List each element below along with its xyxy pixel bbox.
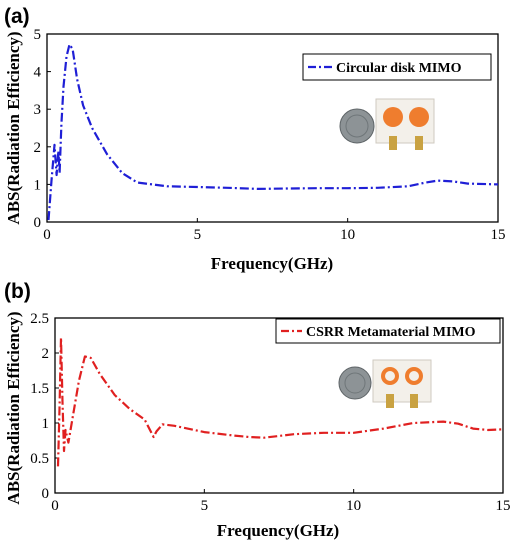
panel-label-a: (a): [4, 5, 30, 28]
panel-b: (b) 0 5 10 15 0 0.5 1 1.5 2 2.5 Frequency(GHz) AB…: [4, 280, 511, 540]
plot-frame-b: [54, 317, 504, 494]
ticks-a: 0 5 10 15 0 1 2 3 4 5: [34, 27, 506, 243]
plot-frame-a: [46, 33, 499, 223]
legend-box-a: [302, 53, 492, 81]
legend-label-a: Circular disk MIMO: [336, 61, 462, 76]
y-tick-label-b: 1: [42, 416, 50, 432]
y-tick-label-b: 2.5: [30, 311, 49, 327]
y-tick-label-b: 0.5: [30, 451, 49, 467]
y-tick-label-b: 1.5: [30, 381, 49, 397]
y-tick-label-b: 2: [42, 346, 50, 362]
series-b: [56, 336, 504, 467]
legend-box-b: [275, 318, 501, 344]
disk-patch-icon: [383, 107, 403, 127]
panel-label-b: (b): [4, 280, 31, 303]
legend-a: Circular disk MIMO: [302, 53, 492, 81]
x-tick-label-a: 10: [340, 227, 355, 243]
y-axis-label-a: ABS(Radiation Efficiency): [4, 31, 23, 224]
sma-connector-icon: [410, 394, 418, 408]
series-line-b-0: [56, 336, 504, 467]
x-tick-label-b: 15: [496, 498, 511, 514]
antenna-board-b: [372, 359, 432, 403]
x-tick-label-a: 0: [43, 227, 51, 243]
ticks-b: 0 5 10 15 0 0.5 1 1.5 2 2.5: [30, 311, 510, 514]
coin-icon: [339, 108, 375, 144]
x-axis-label-b: Frequency(GHz): [217, 521, 339, 540]
antenna-photo-a: [339, 98, 435, 150]
x-tick-label-b: 5: [201, 498, 209, 514]
y-axis-label-b: ABS(Radiation Efficiency): [4, 311, 23, 504]
disk-patch-icon: [409, 107, 429, 127]
x-tick-label-a: 5: [194, 227, 202, 243]
legend-b: CSRR Metamaterial MIMO: [275, 318, 501, 344]
panel-a: (a) 0 5 10 15 0 1 2 3 4 5 Frequency(GHz) ABS(Radi…: [4, 5, 506, 273]
sma-connector-icon: [415, 136, 423, 150]
x-tick-label-a: 15: [491, 227, 506, 243]
x-axis-label-a: Frequency(GHz): [211, 254, 333, 273]
y-tick-label-b: 0: [42, 486, 50, 502]
y-tick-label-a: 5: [34, 27, 42, 43]
sma-connector-icon: [389, 136, 397, 150]
y-tick-label-a: 1: [34, 177, 42, 193]
y-tick-label-a: 2: [34, 140, 42, 156]
y-tick-label-a: 3: [34, 102, 42, 118]
x-tick-label-b: 0: [51, 498, 59, 514]
x-tick-label-b: 10: [346, 498, 361, 514]
antenna-photo-b: [338, 359, 432, 408]
coin-icon: [338, 366, 372, 400]
legend-label-b: CSRR Metamaterial MIMO: [306, 325, 476, 340]
y-tick-label-a: 0: [34, 215, 42, 231]
sma-connector-icon: [386, 394, 394, 408]
y-tick-label-a: 4: [34, 65, 42, 81]
